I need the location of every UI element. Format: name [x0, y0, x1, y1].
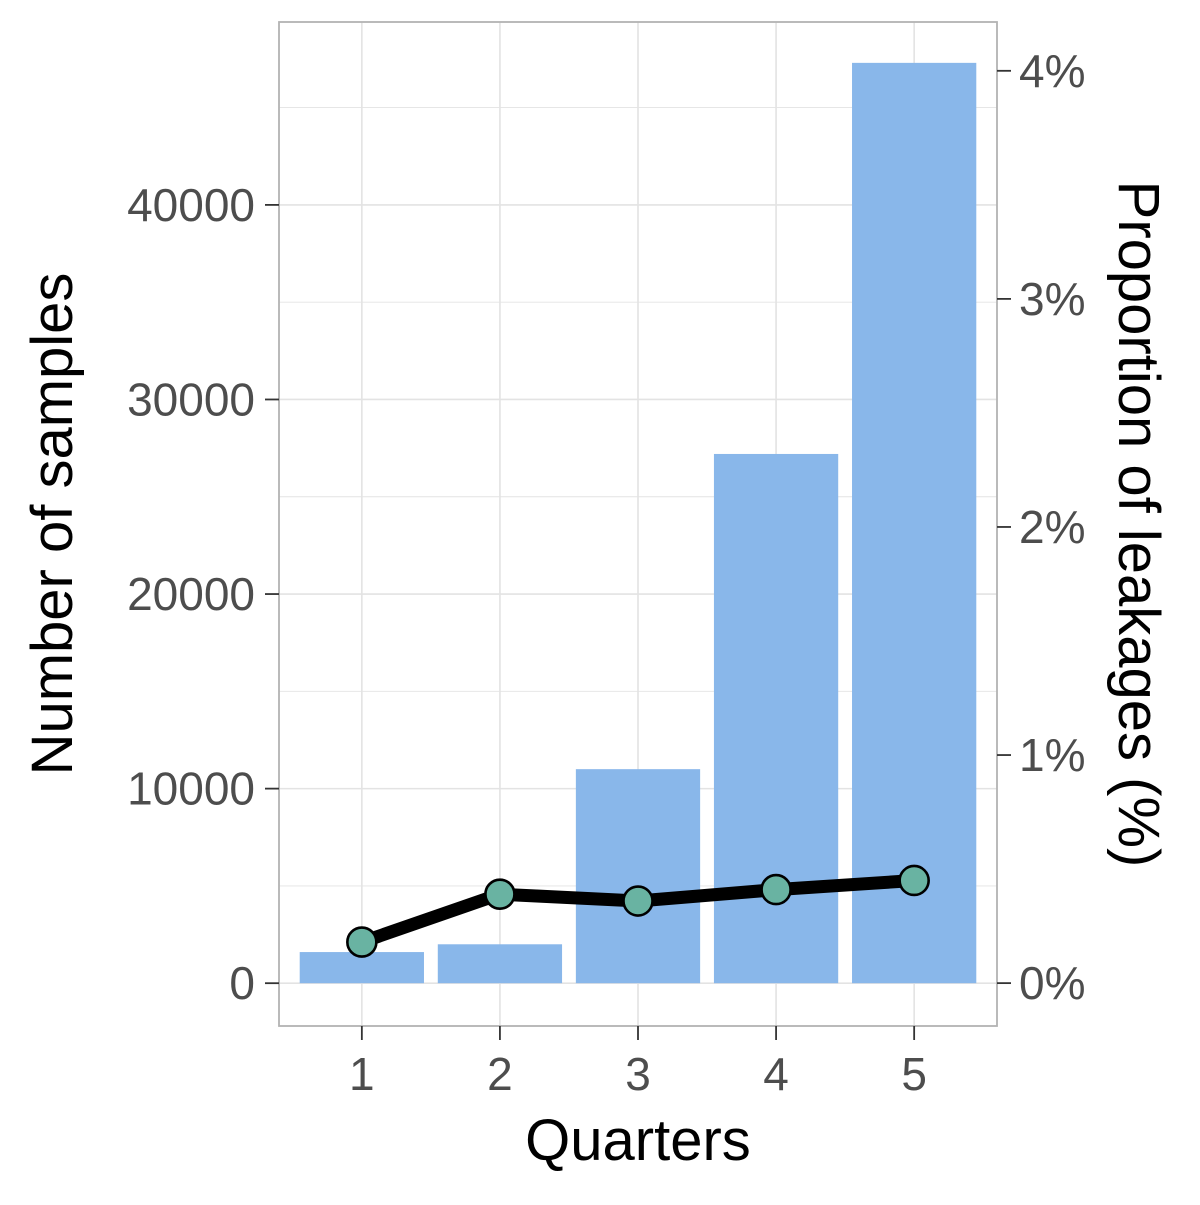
- x-tick-label: 2: [487, 1048, 513, 1100]
- y-tick-label: 0: [229, 957, 255, 1009]
- x-tick-label: 5: [901, 1048, 927, 1100]
- y-tick-label: 10000: [127, 763, 255, 815]
- data-point: [346, 926, 378, 958]
- data-point: [898, 864, 930, 897]
- y2-tick-label: 0%: [1019, 957, 1085, 1009]
- y2-tick-label: 4%: [1019, 45, 1085, 97]
- bar: [852, 62, 977, 984]
- y2-axis-title: Proportion of leakages (%): [1106, 181, 1171, 868]
- x-tick-label: 3: [625, 1048, 651, 1100]
- axes: 0 10000 20000 30000 40000 0% 1% 2% 3% 4% 1 2 3 4 5: [127, 45, 1085, 1100]
- x-tick-label: 1: [349, 1048, 375, 1100]
- y-tick-label: 30000: [127, 373, 255, 425]
- data-point: [622, 885, 654, 917]
- x-axis-title: Quarters: [525, 1108, 751, 1173]
- y2-tick-label: 2%: [1019, 501, 1085, 553]
- data-point: [484, 878, 516, 910]
- y-tick-label: 40000: [127, 179, 255, 231]
- bar: [575, 769, 701, 984]
- x-tick-label: 4: [763, 1048, 789, 1100]
- line-series: [346, 864, 930, 958]
- y2-tick-label: 1%: [1019, 729, 1085, 781]
- y2-tick-label: 3%: [1019, 273, 1085, 325]
- data-point: [760, 873, 792, 906]
- bar: [437, 944, 563, 984]
- y-tick-label: 20000: [127, 568, 255, 620]
- y-axis-title: Number of samples: [20, 273, 85, 776]
